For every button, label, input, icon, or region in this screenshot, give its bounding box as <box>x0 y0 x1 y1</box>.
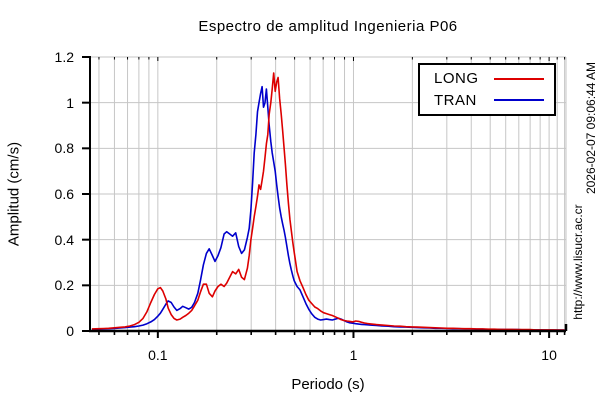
series-long <box>91 72 565 331</box>
x-axis-label: Periodo (s) <box>291 376 365 393</box>
x-tick-label: 0.1 <box>148 347 168 363</box>
legend-box: LONG TRAN <box>418 63 556 116</box>
y-tick-label: 0.2 <box>54 277 74 294</box>
y-tick-label: 1.2 <box>54 49 74 65</box>
legend-label-long: LONG <box>434 70 479 88</box>
y-tick-label: 0 <box>66 323 74 339</box>
legend-item-tran: TRAN <box>434 92 544 109</box>
chart-title: Espectro de amplitud Ingenieria P06 <box>198 18 458 35</box>
y-tick-label: 0.4 <box>54 231 74 248</box>
legend-line-tran <box>494 99 544 102</box>
series-tran <box>91 85 565 331</box>
y-tick-label: 0.6 <box>54 186 74 202</box>
legend-label-tran: TRAN <box>434 91 477 109</box>
y-tick-label: 0.8 <box>54 140 74 157</box>
x-tick-label: 10 <box>541 347 557 363</box>
timestamp-text: 2026-02-07 09:06:44 AM <box>584 61 598 195</box>
legend-line-long <box>494 77 544 80</box>
y-tick-label: 1 <box>66 94 74 111</box>
legend-item-long: LONG <box>434 70 544 87</box>
x-tick-label: 1 <box>349 347 358 363</box>
website-url-text: http://www.lisucr.ac.cr <box>571 204 585 320</box>
